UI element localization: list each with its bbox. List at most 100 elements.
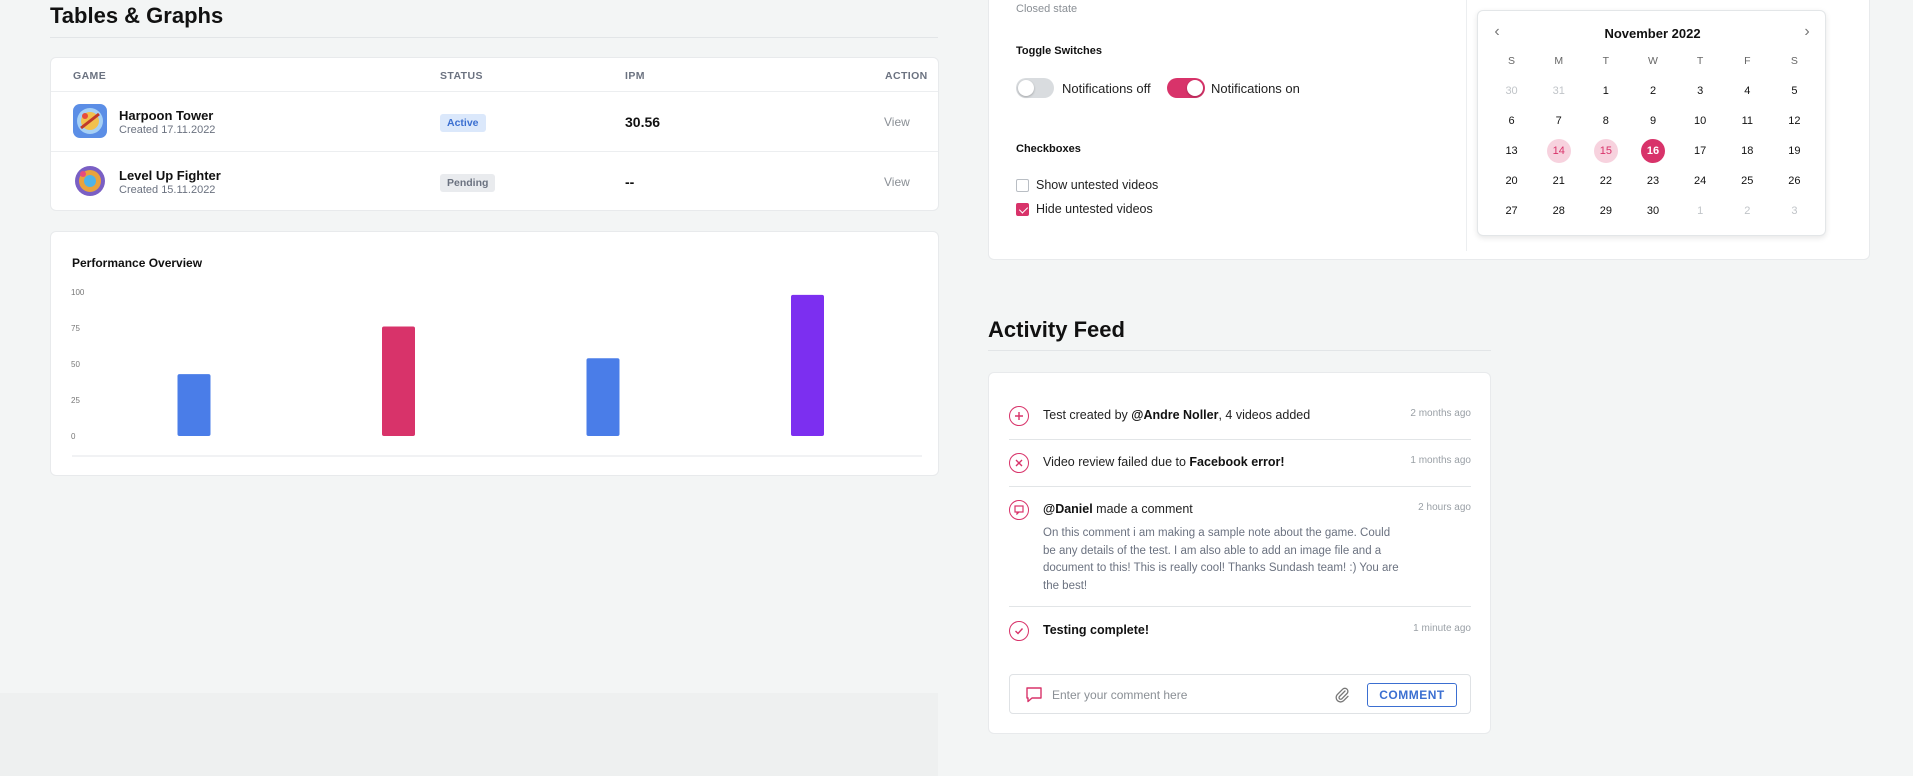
closed-state-label: Closed state	[1016, 3, 1078, 15]
feed-item-text: @Daniel made a comment	[1043, 502, 1193, 516]
checkboxes-title: Checkboxes	[1016, 143, 1081, 155]
feed-title-divider	[988, 350, 1491, 351]
status-badge: Active	[440, 114, 486, 132]
weekday-label: S	[1508, 55, 1516, 67]
weekday-label: T	[1696, 55, 1704, 67]
calendar-day[interactable]: 1	[1602, 85, 1609, 97]
calendar-day[interactable]: 16	[1641, 139, 1665, 163]
calendar-day[interactable]: 17	[1694, 145, 1707, 157]
comment-box: COMMENT	[1009, 674, 1471, 714]
calendar-day[interactable]: 3	[1791, 205, 1798, 217]
activity-feed-card: Test created by @Andre Noller, 4 videos …	[988, 372, 1491, 734]
toggle-switches-title: Toggle Switches	[1016, 45, 1102, 57]
comment-button[interactable]: COMMENT	[1367, 683, 1457, 707]
feed-time: 2 hours ago	[1418, 502, 1471, 513]
calendar-day[interactable]: 10	[1694, 115, 1707, 127]
calendar-day[interactable]: 2	[1649, 85, 1657, 97]
feed-comment-text: On this comment i am making a sample not…	[1043, 527, 1399, 592]
calendar-day[interactable]: 6	[1508, 115, 1515, 127]
calendar-day[interactable]: 27	[1505, 205, 1518, 217]
game-thumbnail	[73, 104, 107, 138]
calendar-day[interactable]: 14	[1546, 139, 1571, 163]
ipm-value: --	[625, 174, 635, 190]
calendar-day[interactable]: 20	[1505, 175, 1518, 187]
view-link[interactable]: View	[884, 175, 910, 189]
chart-bar	[382, 326, 415, 436]
activity-feed-title: Activity Feed	[988, 317, 1125, 342]
show-untested-checkbox[interactable]	[1016, 178, 1029, 192]
y-tick-label: 25	[71, 396, 80, 405]
feed-divider	[1009, 606, 1471, 607]
calendar-day[interactable]: 24	[1694, 175, 1707, 187]
status-badge: Pending	[440, 174, 496, 192]
x-icon	[1009, 453, 1029, 473]
calendar-day[interactable]: 30	[1505, 85, 1518, 97]
performance-card: Performance Overview 100 75 50 25 0	[50, 231, 939, 476]
game-thumbnail	[73, 164, 107, 198]
comment-input[interactable]	[1052, 686, 1322, 704]
game-name[interactable]: Level Up Fighter	[119, 168, 221, 183]
previous-month-button[interactable]: ‹	[1494, 23, 1500, 40]
view-link[interactable]: View	[884, 115, 910, 129]
toggle-label: Notifications off	[1062, 80, 1151, 96]
chat-bubble-icon	[1025, 686, 1043, 709]
chart-bar	[177, 374, 211, 436]
feed-divider	[1009, 439, 1471, 440]
game-created-date: Created 15.11.2022	[119, 184, 216, 196]
calendar-day[interactable]: 23	[1646, 175, 1660, 187]
performance-chart: 100 75 50 25 0	[71, 288, 922, 457]
weekday-label: S	[1790, 55, 1798, 67]
calendar-day[interactable]: 28	[1552, 205, 1565, 217]
check-icon	[1009, 621, 1029, 641]
games-table: GAME STATUS IPM ACTION Harpoon Tower Cre…	[50, 57, 939, 211]
hide-untested-checkbox[interactable]	[1016, 202, 1029, 216]
chart-title: Performance Overview	[72, 256, 203, 270]
calendar-day[interactable]: 8	[1602, 115, 1609, 127]
calendar-day[interactable]: 25	[1741, 175, 1754, 187]
notifications-on-toggle[interactable]	[1167, 78, 1205, 98]
calendar-day[interactable]: 11	[1741, 115, 1753, 127]
calendar-day[interactable]: 2	[1744, 205, 1751, 217]
feed-item-text: Test created by @Andre Noller, 4 videos …	[1043, 408, 1311, 422]
calendar-day[interactable]: 5	[1791, 85, 1798, 97]
y-tick-label: 75	[71, 324, 80, 333]
y-tick-label: 100	[71, 288, 85, 297]
feed-time: 1 months ago	[1410, 455, 1471, 466]
calendar-day[interactable]: 26	[1788, 175, 1801, 187]
feed-divider	[1009, 486, 1471, 487]
calendar-day[interactable]: 19	[1788, 145, 1801, 157]
calendar-day[interactable]: 3	[1697, 85, 1704, 97]
column-header-ipm: IPM	[625, 70, 645, 82]
game-name[interactable]: Harpoon Tower	[119, 108, 214, 123]
calendar-day[interactable]: 12	[1788, 115, 1801, 127]
game-created-date: Created 17.11.2022	[119, 124, 216, 136]
attach-icon[interactable]	[1334, 686, 1350, 709]
calendar-day[interactable]: 21	[1552, 175, 1565, 187]
vertical-divider	[1466, 0, 1467, 251]
plus-icon	[1009, 406, 1029, 426]
calendar-day[interactable]: 18	[1741, 145, 1754, 157]
y-tick-label: 0	[71, 432, 76, 441]
weekday-label: F	[1744, 55, 1751, 67]
toggle-label: Notifications on	[1211, 80, 1300, 96]
feed-time: 1 minute ago	[1413, 623, 1471, 634]
calendar-day[interactable]: 4	[1744, 85, 1751, 97]
notifications-off-toggle[interactable]	[1016, 78, 1054, 98]
title-divider	[50, 37, 938, 38]
calendar-day[interactable]: 31	[1552, 85, 1565, 97]
calendar-day[interactable]: 7	[1555, 115, 1562, 127]
comment-icon	[1009, 500, 1029, 520]
weekday-label: T	[1602, 55, 1610, 67]
calendar-day[interactable]: 1	[1697, 205, 1704, 217]
table-row: Harpoon Tower Created 17.11.2022 Active …	[51, 91, 938, 151]
calendar-day[interactable]: 22	[1599, 175, 1612, 187]
y-tick-label: 50	[71, 360, 80, 369]
feed-time: 2 months ago	[1410, 408, 1471, 419]
calendar-day[interactable]: 29	[1599, 205, 1612, 217]
next-month-button[interactable]: ›	[1804, 23, 1810, 40]
feed-item-text: Testing complete!	[1043, 623, 1150, 637]
calendar-day[interactable]: 15	[1593, 139, 1618, 163]
calendar-day[interactable]: 13	[1505, 145, 1518, 157]
calendar-day[interactable]: 30	[1646, 205, 1660, 217]
calendar-day[interactable]: 9	[1649, 115, 1657, 127]
